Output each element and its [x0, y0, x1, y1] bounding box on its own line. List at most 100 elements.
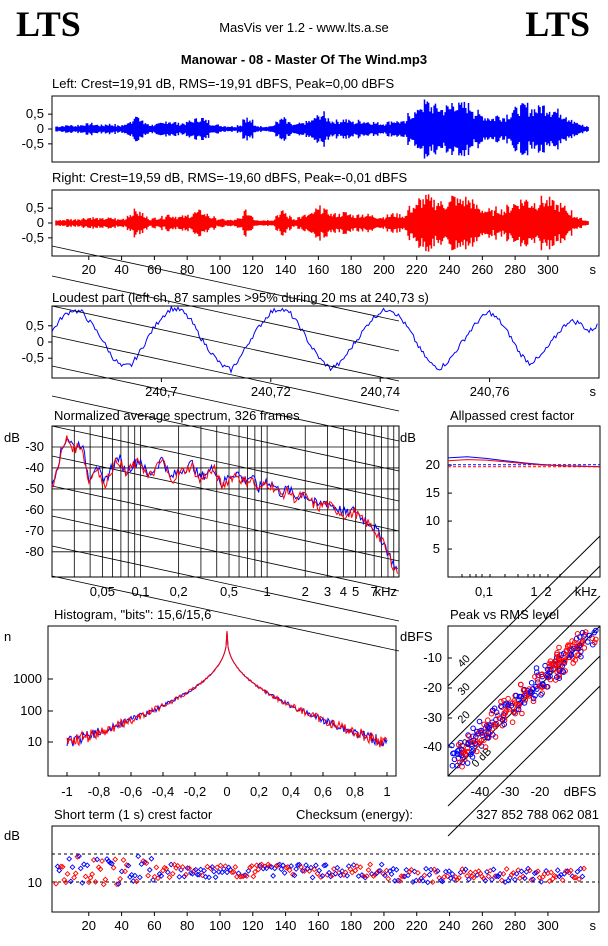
short-term-crest-point: [87, 874, 94, 881]
short-term-crest-point: [482, 877, 489, 884]
peak-vs-rms-point: [521, 700, 528, 706]
peak-vs-rms-point: [508, 702, 515, 709]
short-term-crest-point: [316, 867, 323, 874]
short-term-crest-point: [206, 874, 212, 881]
spectrum-slope-line: [51, 275, 400, 352]
spectrum-frame: [51, 425, 400, 578]
spectrum-ylabel: dB: [4, 430, 20, 445]
peak-vs-rms-point: [519, 710, 525, 717]
spectrum-xtick-label: 0,2: [170, 584, 188, 599]
short-term-crest-chart: Short term (1 s) crest factor Checksum (e…: [4, 807, 600, 933]
short-term-crest-point: [385, 875, 392, 882]
short-term-crest-xtick-label: 240: [439, 918, 461, 933]
histogram-xtick-label: -1: [61, 784, 73, 799]
short-term-crest-point: [100, 881, 107, 888]
short-term-crest-point: [322, 862, 329, 868]
peak-vs-rms-point: [485, 717, 491, 724]
spectrum-xtick-label: 3: [324, 584, 331, 599]
short-term-crest-point: [125, 862, 132, 869]
short-term-crest-point: [546, 878, 553, 885]
short-term-crest-point: [173, 865, 180, 871]
spectrum-xtick-label: 5: [352, 584, 359, 599]
short-term-crest-point: [104, 856, 110, 862]
short-term-crest-point: [153, 864, 160, 871]
short-term-crest-point: [155, 875, 161, 882]
peak-vs-rms-point: [516, 693, 523, 700]
histogram-ytick-label: 10: [28, 734, 42, 749]
short-term-crest-point: [303, 862, 309, 869]
short-term-crest-point: [69, 864, 76, 871]
short-term-crest-point: [345, 863, 352, 870]
peak-vs-rms-point: [532, 692, 538, 699]
peak-vs-rms-point: [511, 698, 517, 704]
short-term-crest-point: [135, 853, 142, 860]
peak-vs-rms-point: [512, 710, 519, 717]
short-term-crest-point: [146, 867, 153, 873]
short-term-crest-point: [538, 878, 545, 885]
short-term-crest-point: [66, 855, 73, 862]
histogram-chart: Histogram, "bits": 15,6/15,6n100010010-1…: [4, 607, 397, 799]
peak-vs-rms-title: Peak vs RMS level: [450, 607, 559, 622]
spectrum-slope-line: [51, 305, 400, 382]
short-term-crest-ytick-label: 10: [28, 875, 42, 890]
short-term-crest-point: [182, 871, 189, 878]
short-term-crest-point: [217, 862, 224, 869]
short-term-crest-point: [145, 872, 151, 879]
peak-vs-rms-point: [460, 750, 466, 756]
short-term-crest-point: [566, 869, 573, 876]
short-term-crest-point: [253, 862, 260, 869]
short-term-crest-point: [405, 872, 411, 879]
short-term-crest-point: [97, 866, 104, 873]
short-term-crest-point: [247, 864, 253, 871]
peak-vs-rms-point: [454, 751, 460, 757]
peak-vs-rms-point: [479, 730, 485, 737]
peak-vs-rms-point: [515, 706, 522, 713]
short-term-crest-xtick-label: 260: [471, 918, 493, 933]
histogram-xtick-label: -0,4: [152, 784, 174, 799]
spectrum-series-1: [51, 435, 398, 574]
peak-vs-rms-point: [530, 698, 537, 705]
spectrum-xtick-label: 0,1: [131, 584, 149, 599]
histogram-xtick-label: 0,6: [314, 784, 332, 799]
peak-vs-rms-diag-line: [447, 535, 601, 687]
loudest-part-xtick-label: 240,76: [470, 384, 510, 399]
short-term-crest-point: [309, 874, 316, 881]
short-term-crest-point: [393, 866, 400, 873]
short-term-crest-point: [280, 862, 286, 869]
left-waveform-ytick-label: 0: [37, 121, 44, 136]
peak-vs-rms-point: [586, 632, 593, 639]
short-term-crest-point: [511, 876, 518, 883]
allpassed-crest-xtick-label: 1: [530, 584, 537, 599]
peak-vs-rms-point: [459, 742, 465, 749]
short-term-crest-point: [95, 864, 102, 871]
spectrum-ytick-label: -70: [25, 523, 44, 538]
short-term-crest-point: [112, 856, 119, 863]
short-term-crest-point: [79, 879, 86, 886]
short-term-crest-point: [54, 863, 61, 870]
short-term-crest-point: [164, 869, 171, 876]
short-term-crest-point: [127, 874, 133, 880]
short-term-crest-point: [357, 864, 364, 871]
short-term-crest-point: [559, 877, 566, 884]
peak-vs-rms-point: [481, 737, 487, 743]
short-term-crest-point: [548, 869, 554, 876]
short-term-crest-point: [298, 864, 305, 870]
peak-vs-rms-point: [528, 690, 534, 696]
short-term-crest-point: [370, 873, 377, 879]
peak-vs-rms-point: [528, 680, 535, 686]
peak-vs-rms-point: [572, 657, 579, 663]
short-term-crest-point: [209, 864, 216, 870]
short-term-crest-point: [556, 873, 563, 880]
short-term-crest-point: [362, 874, 369, 881]
peak-vs-rms-point: [556, 668, 563, 674]
peak-vs-rms-xtick-label: -30: [501, 784, 520, 799]
peak-vs-rms-point: [545, 672, 551, 678]
loudest-part-chart: Loudest part (left ch, 87 samples >95% d…: [22, 290, 600, 399]
short-term-crest-point: [179, 864, 186, 870]
short-term-crest-point: [291, 872, 298, 879]
right-waveform-xtick-label: 280: [504, 262, 526, 277]
short-term-crest-point: [53, 880, 59, 887]
spectrum-xtick-label: 4: [340, 584, 347, 599]
short-term-crest-point: [89, 871, 96, 878]
short-term-crest-point: [406, 868, 413, 875]
